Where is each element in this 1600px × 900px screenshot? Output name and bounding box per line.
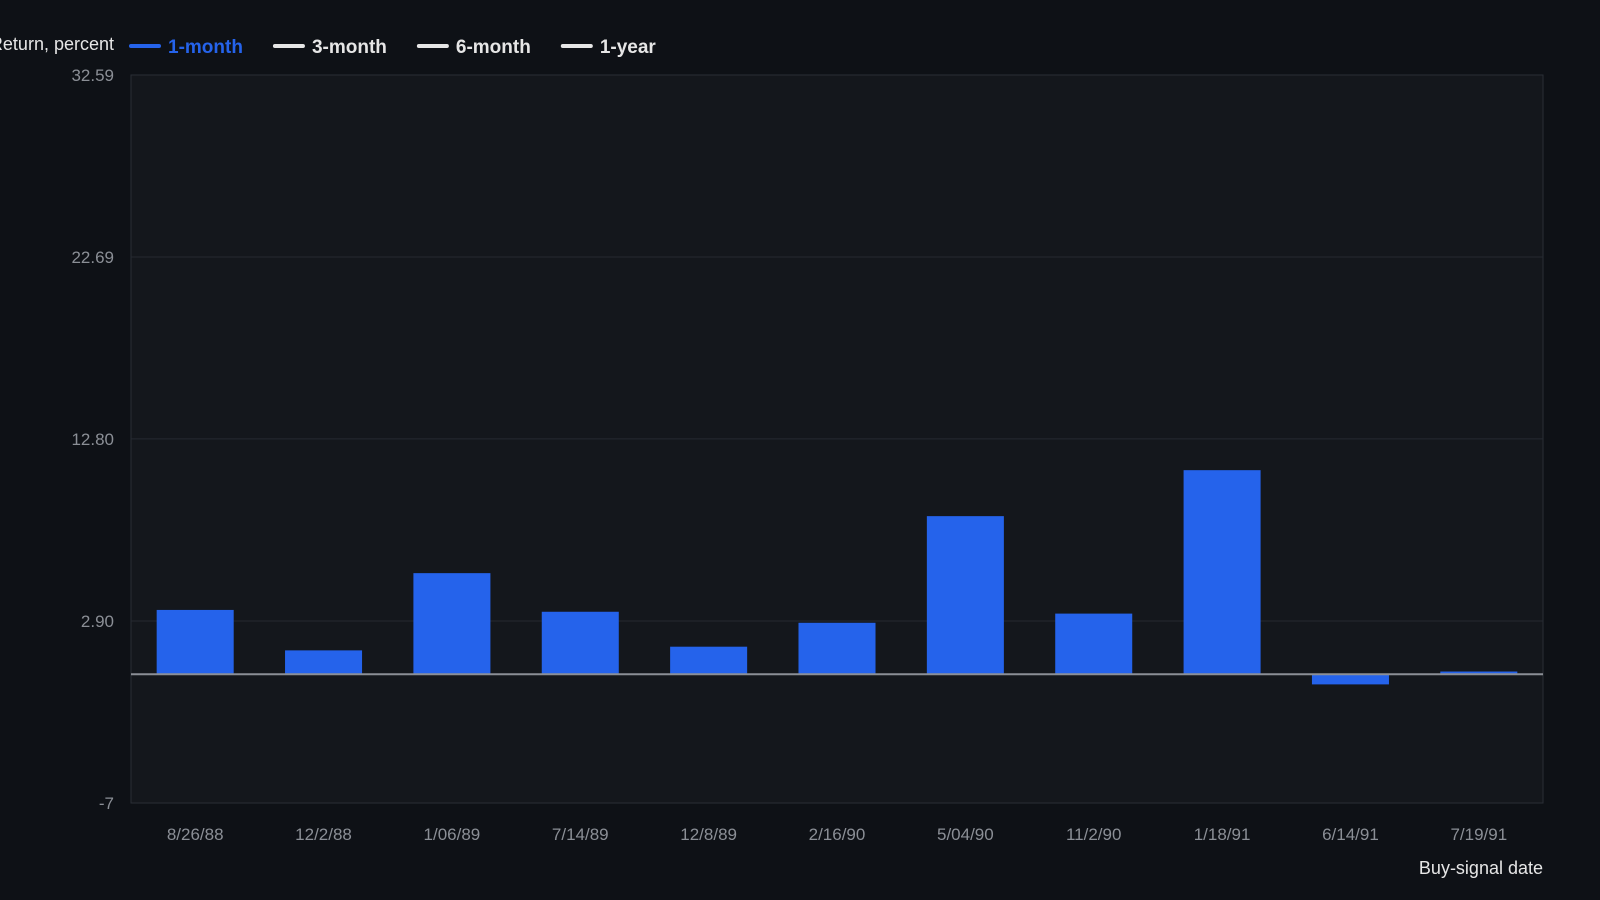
y-tick-label: -7 (99, 794, 114, 813)
x-tick-label: 11/2/90 (1066, 825, 1121, 844)
bar-1-18-91[interactable] (1183, 470, 1261, 675)
y-tick-label: 22.69 (71, 248, 114, 267)
legend-item-1-month[interactable]: 1-month (129, 37, 243, 58)
bar-12-2-88[interactable] (285, 650, 363, 675)
x-tick-label: 8/26/88 (167, 825, 224, 844)
legend-label: 6-month (456, 37, 531, 58)
bar-7-14-89[interactable] (541, 611, 619, 675)
bar-1-06-89[interactable] (413, 573, 491, 675)
bar-5-04-90[interactable] (926, 516, 1004, 675)
x-tick-label: 12/8/89 (680, 825, 737, 844)
bar-7-19-91[interactable] (1440, 671, 1518, 675)
bar-2-16-90[interactable] (798, 622, 876, 675)
x-tick-label: 1/18/91 (1194, 825, 1251, 844)
legend-label: 1-year (600, 37, 657, 58)
bar-6-14-91[interactable] (1311, 674, 1389, 685)
x-tick-label: 7/14/89 (552, 825, 609, 844)
legend-item-3-month[interactable]: 3-month (272, 37, 387, 58)
bar-8-26-88[interactable] (156, 609, 234, 675)
legend-item-1-year[interactable]: 1-year (560, 37, 657, 58)
x-tick-label: 5/04/90 (937, 825, 994, 844)
legend-label: 3-month (312, 37, 387, 58)
bar-12-8-89[interactable] (670, 646, 748, 675)
y-tick-label: 2.90 (81, 612, 114, 631)
x-tick-label: 2/16/90 (809, 825, 866, 844)
x-tick-label: 7/19/91 (1450, 825, 1507, 844)
x-axis-label: Buy-signal date (1419, 858, 1543, 878)
x-tick-label: 12/2/88 (295, 825, 352, 844)
x-tick-label: 6/14/91 (1322, 825, 1379, 844)
bar-11-2-90[interactable] (1055, 613, 1133, 675)
y-tick-label: 12.80 (71, 430, 114, 449)
legend-label: 1-month (168, 37, 243, 58)
y-tick-label: 32.59 (71, 66, 114, 85)
y-axis-label: Return, percent (0, 34, 114, 54)
x-tick-label: 1/06/89 (424, 825, 481, 844)
legend-item-6-month[interactable]: 6-month (416, 37, 531, 58)
